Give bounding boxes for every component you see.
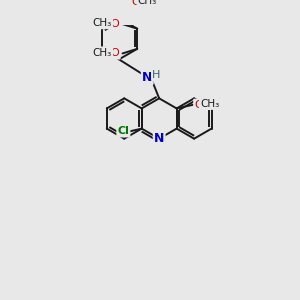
Text: N: N: [154, 132, 164, 145]
Text: O: O: [111, 48, 120, 59]
Text: O: O: [131, 0, 140, 7]
Text: N: N: [142, 71, 152, 84]
Text: O: O: [194, 100, 203, 110]
Text: CH₃: CH₃: [93, 47, 112, 58]
Text: CH₃: CH₃: [138, 0, 157, 6]
Text: O: O: [111, 19, 120, 29]
Text: H: H: [152, 70, 160, 80]
Text: CH₃: CH₃: [200, 99, 219, 109]
Text: CH₃: CH₃: [93, 18, 112, 28]
Text: Cl: Cl: [117, 126, 129, 136]
